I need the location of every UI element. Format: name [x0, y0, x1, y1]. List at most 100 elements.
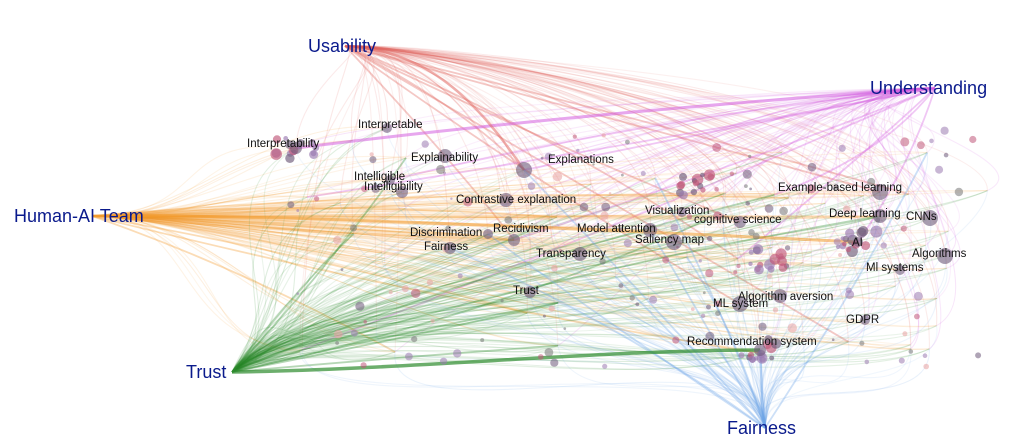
- edge-curve: [231, 285, 896, 373]
- node-dot: [600, 211, 609, 220]
- edge-curve: [91, 215, 804, 343]
- edge-curve: [344, 45, 773, 248]
- node-dot: [706, 304, 711, 310]
- edge-curve: [91, 215, 530, 263]
- node-dot: [363, 320, 368, 324]
- node-dot: [754, 264, 764, 275]
- edge-curve: [91, 215, 804, 264]
- edge-curve: [231, 285, 896, 373]
- node-dot: [698, 259, 702, 263]
- edge-curve: [802, 87, 936, 343]
- edge-curve: [231, 325, 937, 373]
- node-dot: [900, 137, 910, 147]
- edge-curve: [344, 45, 406, 209]
- edge-curve: [231, 192, 726, 373]
- edge-curve: [231, 272, 745, 373]
- node-dot: [426, 279, 433, 286]
- edge-curve: [344, 45, 525, 171]
- edge-curve: [231, 230, 949, 373]
- edge-curve: [344, 45, 741, 223]
- edge-curve: [231, 269, 901, 373]
- edge-curve: [231, 177, 656, 373]
- node-label-saliency-map: Saliency map: [635, 234, 704, 246]
- edge-curve: [376, 87, 936, 329]
- node-dot: [371, 184, 380, 193]
- node-dot: [550, 358, 559, 367]
- edge-curve: [231, 193, 724, 373]
- node-dot: [807, 184, 817, 194]
- node-dot: [842, 241, 847, 247]
- edge-curve: [231, 194, 775, 373]
- edge-curve: [231, 157, 407, 373]
- edge-curve: [231, 239, 515, 373]
- edge-curve: [595, 207, 766, 429]
- node-dot: [272, 135, 282, 144]
- node-dot: [779, 206, 788, 216]
- node-circles: [270, 123, 982, 370]
- edge-curve: [231, 261, 804, 373]
- edge-curve: [91, 215, 930, 350]
- edge-curve: [91, 215, 377, 329]
- node-dot: [676, 181, 685, 190]
- edge-curve: [231, 218, 553, 373]
- edge-curve: [91, 215, 745, 274]
- edge-curve: [91, 215, 559, 304]
- edge-curve: [91, 215, 926, 246]
- edge-curve: [737, 87, 936, 260]
- edge-curve: [231, 229, 651, 373]
- edge-curve: [344, 45, 553, 220]
- edge-curve: [231, 261, 530, 373]
- node-dot: [705, 269, 714, 278]
- edge-curve: [91, 215, 559, 347]
- node-dot: [453, 349, 462, 358]
- edge-curve: [231, 344, 559, 373]
- node-dot: [457, 273, 463, 279]
- node-dot: [599, 258, 606, 265]
- edge-curve: [887, 87, 940, 246]
- edge-curve: [231, 267, 947, 373]
- edge-curve: [231, 272, 745, 373]
- edge-curve: [344, 45, 910, 195]
- node-dot: [729, 171, 735, 176]
- edge-curve: [231, 237, 552, 373]
- edge-curve: [231, 327, 377, 373]
- edge-curve: [344, 45, 741, 305]
- node-dot: [778, 263, 788, 272]
- node-dot: [922, 353, 928, 359]
- edge-curve: [868, 87, 936, 195]
- node-dot: [411, 336, 418, 343]
- edge-curve: [91, 215, 911, 346]
- node-model-attention: [643, 223, 657, 237]
- node-dot: [350, 329, 358, 337]
- node-dot: [686, 339, 690, 343]
- edge-curve: [764, 197, 793, 429]
- node-dot: [943, 152, 949, 158]
- edge-curve: [231, 285, 773, 373]
- edge-curve: [231, 151, 782, 373]
- node-dot: [748, 154, 752, 158]
- node-dot: [745, 201, 750, 206]
- edge-curve: [551, 87, 936, 238]
- edge-curve: [91, 215, 303, 351]
- edge-curve: [523, 87, 936, 171]
- node-cnns: [922, 210, 938, 226]
- edge-curve: [231, 252, 812, 373]
- edge-curve: [91, 215, 559, 304]
- edge-curve: [449, 87, 936, 249]
- edge-curve: [487, 233, 766, 429]
- edge-curve: [811, 87, 936, 254]
- edge-curve: [91, 179, 391, 217]
- node-dot: [558, 249, 563, 253]
- node-dot: [640, 171, 646, 176]
- edge-curve: [231, 229, 529, 373]
- node-dot: [838, 253, 843, 257]
- edge-curve: [231, 319, 866, 373]
- node-fairness-node: [444, 242, 456, 254]
- edge-curve: [91, 191, 403, 217]
- edge-curve: [231, 247, 451, 373]
- node-dot: [672, 336, 680, 344]
- edge-curve: [91, 127, 388, 217]
- edge-curve: [737, 221, 766, 429]
- edge-curve: [231, 233, 354, 373]
- edge-curve: [231, 157, 407, 373]
